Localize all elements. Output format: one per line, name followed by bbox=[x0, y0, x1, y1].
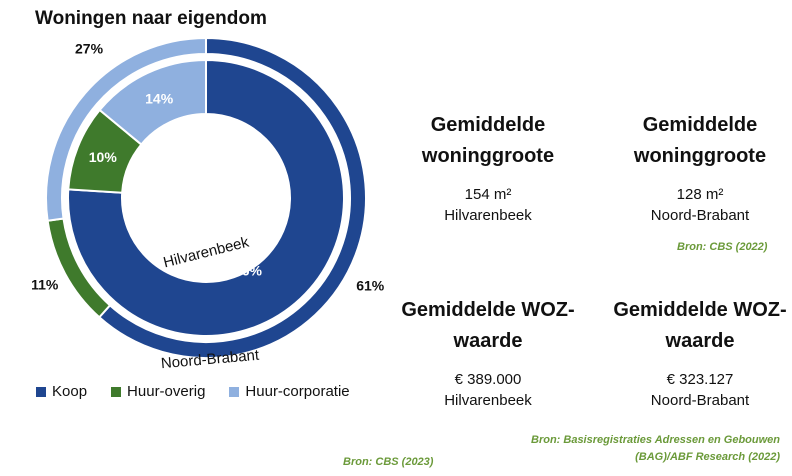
legend-item-huur-corporatie: Huur-corporatie bbox=[229, 383, 350, 400]
stat-heading: Gemiddelde WOZ-waarde bbox=[613, 299, 787, 352]
stat-value: 154 m² bbox=[464, 186, 512, 203]
stat-place: Hilvarenbeek bbox=[444, 207, 532, 224]
woz-source-line1: Bron: Basisregistraties Adressen en Gebo… bbox=[531, 434, 780, 446]
inner-ring-slice-koop bbox=[67, 58, 345, 337]
stat-woz-hilvarenbeek: Gemiddelde WOZ-waarde € 389.000 Hilvaren… bbox=[398, 295, 578, 411]
outer-ring-slice-huur-corporatie bbox=[45, 36, 207, 222]
stat-place: Noord-Brabant bbox=[650, 207, 750, 224]
stat-grootte-brabant: Gemiddelde woninggroote 128 m² Noord-Bra… bbox=[610, 110, 790, 226]
inner-label-huur-corporatie: 14% bbox=[145, 90, 174, 106]
outer-label-huur-corporatie: 27% bbox=[75, 40, 104, 56]
chart-legend: Koop Huur-overig Huur-corporatie bbox=[36, 383, 350, 400]
legend-item-huur-overig: Huur-overig bbox=[111, 383, 205, 400]
inner-label-koop: 76% bbox=[234, 263, 263, 279]
stat-heading: Gemiddelde woninggroote bbox=[421, 114, 555, 167]
stat-value: 128 m² bbox=[676, 186, 724, 203]
stat-heading: Gemiddelde WOZ-waarde bbox=[401, 299, 575, 352]
stat-place: Noord-Brabant bbox=[650, 392, 750, 409]
legend-item-koop: Koop bbox=[36, 383, 87, 400]
stat-woz-brabant: Gemiddelde WOZ-waarde € 323.127 Noord-Br… bbox=[610, 295, 790, 411]
inner-ring bbox=[67, 58, 345, 337]
chart-source: Bron: CBS (2023) bbox=[343, 456, 434, 468]
chart-title: Woningen naar eigendom bbox=[35, 8, 267, 29]
stat-grootte-hilvarenbeek: Gemiddelde woninggroote 154 m² Hilvarenb… bbox=[398, 110, 578, 226]
stat-heading: Gemiddelde woninggroote bbox=[633, 114, 767, 167]
value-labels: 76% 10% 14% 61% 11% 27% bbox=[31, 40, 385, 293]
outer-label-koop: 61% bbox=[356, 277, 385, 293]
legend-swatch-huur-overig bbox=[111, 386, 122, 397]
woz-source: Bron: Basisregistraties Adressen en Gebo… bbox=[505, 432, 780, 466]
inner-ring-slice-huur-corporatie bbox=[98, 58, 207, 146]
stat-place: Hilvarenbeek bbox=[444, 392, 532, 409]
outer-label-huur-overig: 11% bbox=[31, 276, 59, 292]
legend-swatch-huur-corporatie bbox=[229, 386, 240, 397]
grootte-source: Bron: CBS (2022) bbox=[677, 241, 768, 253]
inner-label-huur-overig: 10% bbox=[89, 149, 118, 165]
stat-value: € 323.127 bbox=[666, 371, 734, 388]
legend-swatch-koop bbox=[36, 386, 46, 397]
legend-label-huur-corporatie: Huur-corporatie bbox=[245, 383, 350, 400]
stat-value: € 389.000 bbox=[454, 371, 522, 388]
woz-source-line2: (BAG)/ABF Research (2022) bbox=[635, 451, 780, 463]
legend-label-koop: Koop bbox=[52, 383, 88, 400]
outer-ring bbox=[45, 36, 367, 359]
legend-label-huur-overig: Huur-overig bbox=[127, 383, 206, 400]
